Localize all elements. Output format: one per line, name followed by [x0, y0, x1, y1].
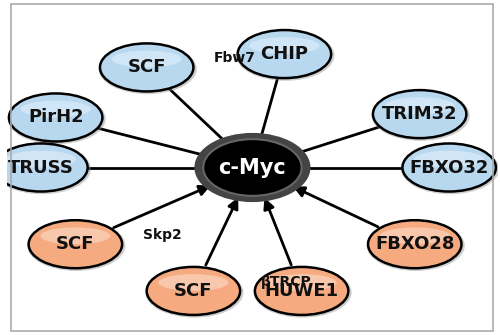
Ellipse shape [40, 227, 110, 244]
Ellipse shape [0, 144, 91, 194]
Text: TRIM32: TRIM32 [382, 105, 458, 123]
Ellipse shape [414, 151, 484, 168]
Ellipse shape [384, 97, 454, 114]
Text: FBXO28: FBXO28 [375, 235, 454, 253]
Ellipse shape [368, 220, 462, 268]
Ellipse shape [0, 143, 88, 192]
Ellipse shape [266, 274, 336, 291]
Ellipse shape [6, 151, 76, 168]
Text: Skp2: Skp2 [142, 228, 182, 242]
Text: TRUSS: TRUSS [8, 158, 74, 177]
Ellipse shape [366, 220, 465, 271]
Text: FBXO32: FBXO32 [410, 158, 489, 177]
Ellipse shape [236, 30, 334, 81]
Ellipse shape [100, 44, 194, 91]
Ellipse shape [28, 220, 122, 268]
Text: SCF: SCF [56, 235, 94, 253]
Text: c-Myc: c-Myc [218, 157, 286, 178]
Ellipse shape [28, 220, 126, 271]
Ellipse shape [9, 93, 102, 141]
Ellipse shape [20, 100, 90, 118]
Text: PirH2: PirH2 [28, 109, 84, 126]
Ellipse shape [8, 94, 106, 144]
Ellipse shape [402, 143, 496, 192]
Ellipse shape [250, 37, 320, 54]
Ellipse shape [255, 267, 348, 315]
Ellipse shape [194, 133, 310, 202]
Ellipse shape [380, 227, 450, 244]
Text: SCF: SCF [128, 58, 166, 76]
Ellipse shape [373, 90, 466, 138]
Ellipse shape [146, 267, 240, 315]
Ellipse shape [238, 30, 331, 78]
Text: SCF: SCF [174, 282, 212, 300]
Ellipse shape [112, 51, 182, 67]
Text: βTRCP: βTRCP [260, 275, 312, 289]
Ellipse shape [372, 90, 470, 141]
Text: Fbw7: Fbw7 [214, 51, 256, 65]
Ellipse shape [158, 274, 228, 291]
Text: HUWE1: HUWE1 [264, 282, 338, 300]
Ellipse shape [204, 139, 302, 196]
Ellipse shape [254, 267, 352, 318]
Ellipse shape [401, 144, 499, 194]
Text: CHIP: CHIP [260, 45, 308, 63]
Ellipse shape [98, 44, 196, 94]
Ellipse shape [146, 267, 244, 318]
